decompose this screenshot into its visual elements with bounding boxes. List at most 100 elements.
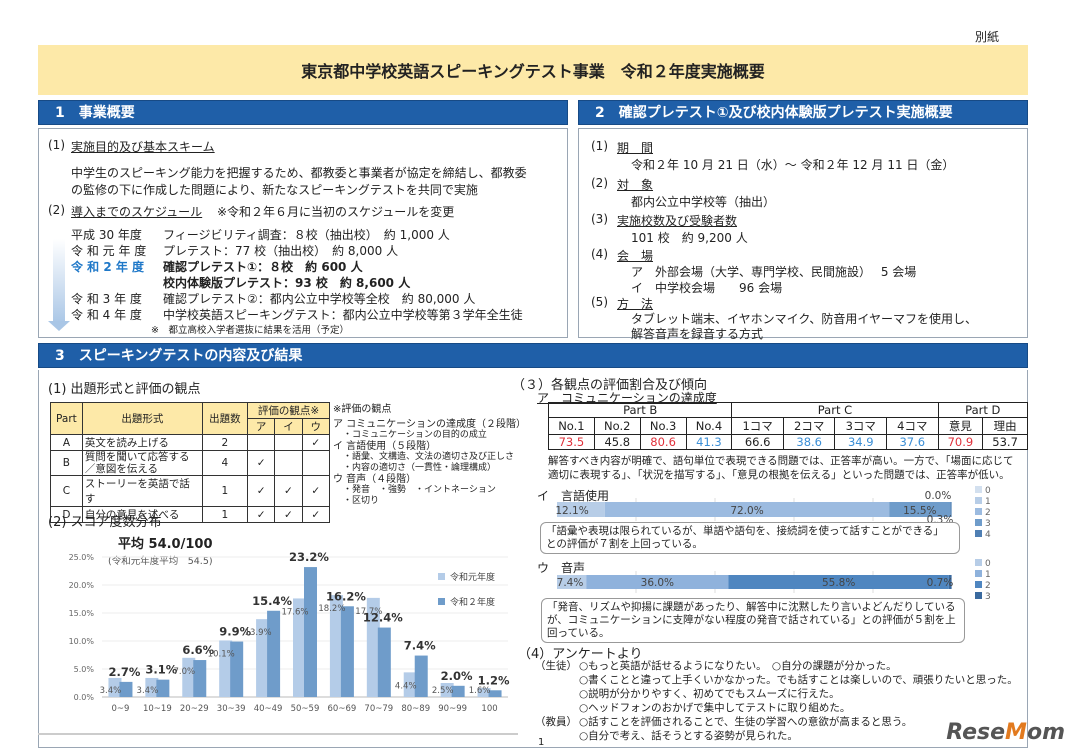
- item1-title: 実施目的及び基本スキーム: [71, 140, 215, 154]
- sub3a-text: 解答すべき内容が明確で、語句単位で表現できる問題では、正答率が高い。一方で、「場…: [548, 455, 1014, 467]
- segment-label: 36.0%: [641, 577, 674, 589]
- data-label-r2: 12.4%: [363, 611, 403, 625]
- schedule-text: 確認プレテスト②：都内公立中学校等全校 約 80,000 人: [163, 292, 476, 306]
- bar-r2: [230, 641, 244, 697]
- item2-note: ※令和２年６月に当初のスケジュールを変更: [217, 205, 455, 219]
- data-label-r2: 3.1%: [145, 663, 177, 677]
- previous-average: (令和元年度平均 54.5): [108, 556, 213, 567]
- segment-label: 0.7%: [927, 577, 954, 589]
- item-text: イ 中学校会場 96 会場: [631, 281, 783, 295]
- comment: ○もっと英語が話せるようになりたい。 ○自分の課題が分かった。: [579, 660, 897, 672]
- sub3-title: （３）各観点の評価割合及び傾向: [512, 378, 708, 393]
- y-tick-label: 5.0%: [74, 665, 95, 674]
- col-header: No.3: [639, 417, 687, 435]
- comment: ○ヘッドフォンのおかげで集中してテストに取り組めた。: [579, 702, 851, 714]
- item-num: (3): [591, 212, 608, 226]
- col-header: 3コマ: [834, 417, 888, 435]
- bar-r2: [377, 627, 391, 697]
- item-title: 実施校数及び受験者数: [617, 214, 738, 228]
- sub4-title: （4）アンケートより: [518, 647, 643, 662]
- segment-label: 55.8%: [822, 577, 855, 589]
- section2-box: (1) 期 間 令和２年 10 月 21 日（水）～ 令和２年 12 月 11 …: [578, 128, 1028, 341]
- legend-item: 0: [975, 486, 991, 496]
- x-tick-label: 50~59: [291, 704, 320, 714]
- segment-label: 12.1%: [555, 505, 588, 517]
- data-label-r1: 13.9%: [245, 628, 272, 638]
- schedule-text: プレテスト：77 校（抽出校） 約 8,000 人: [163, 244, 399, 258]
- col-header: No.2: [593, 417, 641, 435]
- col-header: No.4: [685, 417, 733, 435]
- bar-r1: [182, 657, 196, 697]
- pronunciation-callout: 「発音、リズムや抑揚に課題があったり、解答中に沈黙したり言いよどんだりしているが…: [541, 598, 965, 643]
- score-histogram: 0.0% 5.0% 10.0% 15.0% 20.0% 25.0% 0~9 3.4% 2.7% 1…: [69, 550, 510, 714]
- segment-label: 0.0%: [925, 490, 952, 502]
- section3-box: [38, 370, 1028, 748]
- data-label-r1: 3.4%: [100, 686, 122, 696]
- x-tick-label: 90~99: [438, 704, 467, 714]
- page-title: 東京都中学校英語スピーキングテスト事業 令和２年度実施概要: [38, 45, 1028, 95]
- bar-r1: [329, 595, 343, 697]
- table-row: B 質問を聞いて応答する／意図を伝える 4 ✓: [50, 450, 331, 476]
- item-title: 対 象: [617, 178, 654, 192]
- schedule-year-current: 令 和 2 年 度: [71, 260, 145, 274]
- bar-r2: [119, 681, 133, 697]
- viewpoint-detail: ・語彙、文構造、文法の適切さ及び正しさ: [343, 452, 515, 462]
- annex-label: 別紙: [975, 30, 1000, 44]
- x-tick-label: 20~29: [180, 704, 209, 714]
- sub3b-title: イ 言語使用: [537, 489, 610, 503]
- viewpoints-legend: ※評価の観点 ア コミュニケーションの達成度（２段階） ・コミュニケーションの目…: [333, 404, 526, 507]
- x-tick-label: 10~19: [143, 704, 172, 714]
- bar-segment: [728, 575, 949, 589]
- survey-item: ○書くことと違って上手くいかなかった。でも話すことは楽しいので、頑張りたいと思っ…: [535, 673, 1018, 687]
- schedule-text: 校内体験版プレテスト：93 校 約 8,600 人: [163, 276, 411, 290]
- bar-segment: [604, 502, 890, 517]
- y-tick-label: 0.0%: [74, 693, 95, 702]
- viewpoint-detail: ・コミュニケーションの目的の成立: [343, 430, 487, 440]
- section3-header: 3 スピーキングテストの内容及び結果: [38, 343, 1028, 368]
- average-score: 平均 54.0/100: [118, 537, 213, 552]
- data-label-r2: 6.6%: [182, 643, 214, 657]
- viewpoint-detail: ・内容の適切さ（一貫性・論理構成）: [343, 463, 497, 473]
- schedule-year: 令 和 元 年 度: [71, 244, 147, 258]
- bar-r2: [451, 685, 465, 697]
- schedule-text: 中学校英語スピーキングテスト：都内公立中学校等第３学年全生徒: [163, 308, 523, 322]
- comment: ○話すことを評価されることで、生徒の学習への意欲が高まると思う。: [579, 716, 913, 728]
- item-text: タブレット端末、イヤホンマイク、防音用イヤーマフを使用し、: [631, 312, 977, 326]
- sub1-title: (1) 出題形式と評価の観点: [48, 382, 201, 397]
- resemom-logo: ReseMom: [946, 720, 1065, 745]
- table-row: C ストーリーを英語で話す 1 ✓ ✓ ✓: [50, 475, 331, 507]
- legend-label: 令和元年度: [450, 571, 495, 583]
- x-tick-label: 40~49: [254, 704, 283, 714]
- col-header: No.1: [548, 417, 595, 435]
- data-label-r1: 18.2%: [318, 604, 345, 614]
- legend-item: 4: [975, 530, 991, 540]
- score-cell: 66.6: [731, 434, 784, 450]
- bar-segment: [950, 502, 952, 517]
- item1-num: (1): [48, 138, 65, 152]
- y-tick-label: 15.0%: [69, 609, 95, 618]
- score-cell: 45.8: [593, 434, 641, 450]
- legend-swatch: [438, 573, 445, 580]
- comment: ○書くことと違って上手くいかなかった。でも話すことは楽しいので、頑張りたいと思っ…: [579, 674, 1018, 686]
- item-title: 方 法: [617, 297, 654, 311]
- x-tick-label: 100: [481, 704, 497, 714]
- page-number: 1: [538, 737, 545, 748]
- survey-item: ○ヘッドフォンのおかげで集中してテストに取り組めた。: [535, 701, 1018, 715]
- section1-box: (1) 実施目的及び基本スキーム 中学生のスピーキング能力を把握するため、都教委…: [38, 128, 568, 338]
- bar-r1: [219, 640, 233, 697]
- data-label-r2: 15.4%: [252, 594, 292, 608]
- data-label-r1: 1.6%: [469, 686, 491, 696]
- col-header: 理由: [982, 417, 1028, 435]
- section1-header: 1 事業概要: [38, 100, 568, 125]
- survey-item: （生徒） ○もっと英語が話せるようになりたい。 ○自分の課題が分かった。: [535, 659, 1018, 673]
- table-row: D 自分の意見を述べる 1 ✓ ✓ ✓: [50, 506, 331, 523]
- segment-label: 72.0%: [730, 505, 763, 517]
- schedule-text: フィージビリティ調査：８校（抽出校） 約 1,000 人: [163, 228, 450, 242]
- data-label-r1: 17.6%: [281, 607, 308, 617]
- item2-title: 導入までのスケジュール: [71, 205, 203, 219]
- legend-swatch: [438, 598, 445, 605]
- col-header: 意見: [937, 417, 984, 435]
- data-label-r1: 2.5%: [432, 686, 454, 696]
- viewpoint-detail: ・発音 ・強勢 ・イントネーション: [343, 485, 496, 495]
- legend-item: 0: [975, 559, 991, 569]
